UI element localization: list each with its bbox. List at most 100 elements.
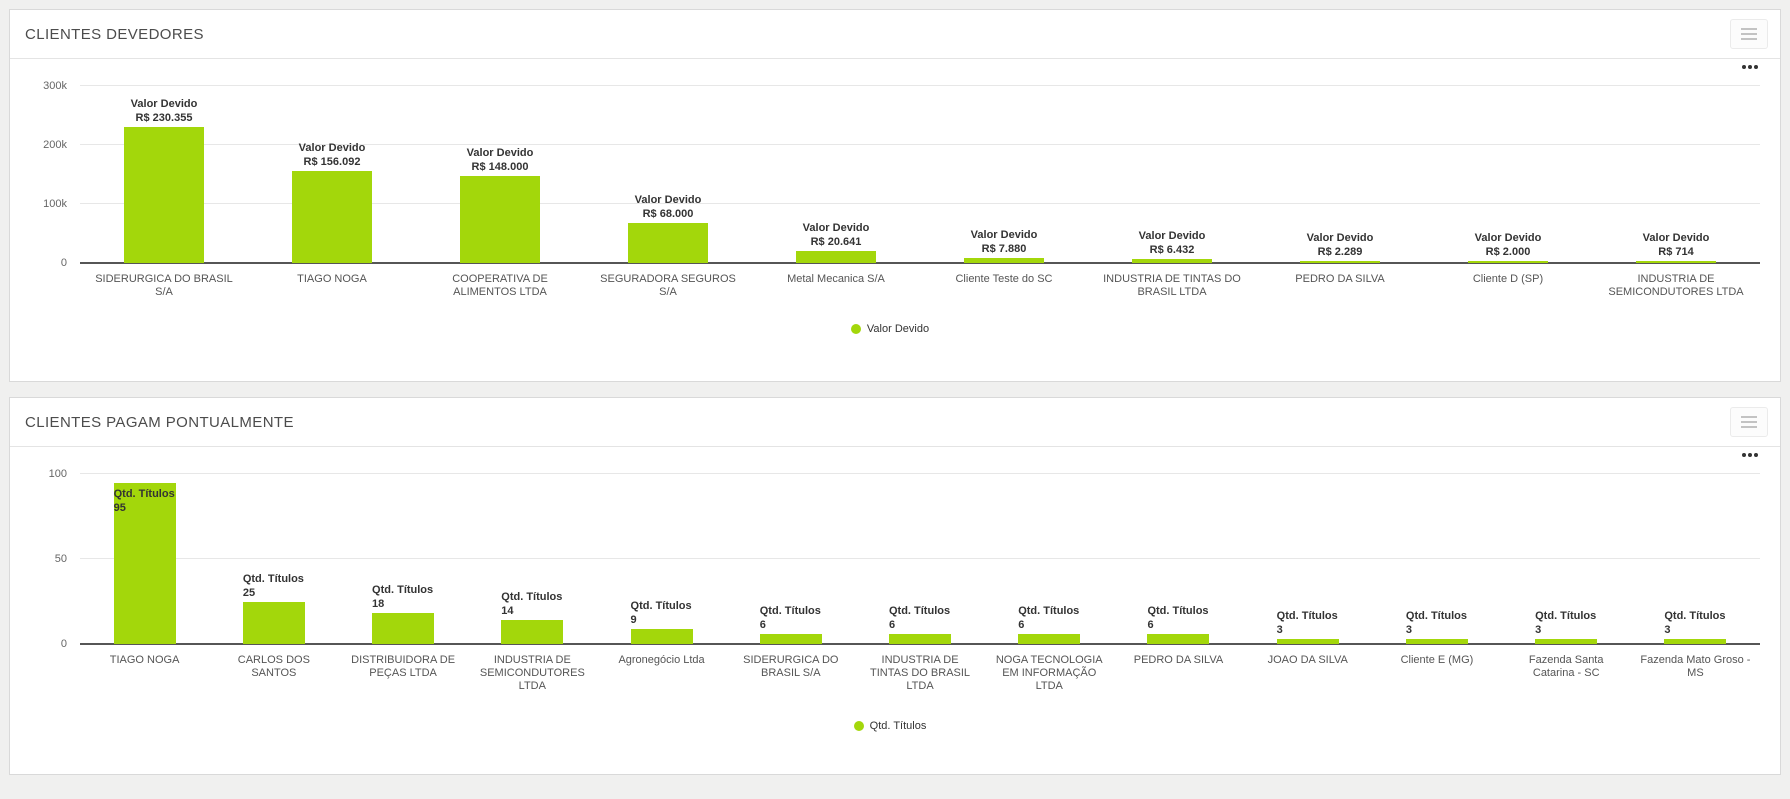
bar[interactable]: [123, 127, 205, 263]
plot-area: 0 100k 200k 300k Valor Devido R$ 230.355 Valor…: [43, 80, 1760, 269]
bar-value-label-value: R$ 2.000: [1485, 246, 1531, 258]
y-axis-tick-label: 100k: [43, 198, 67, 211]
bar-value-label-series: Qtd. Títulos: [759, 604, 821, 617]
bar[interactable]: [888, 633, 951, 644]
y-axis-tick-label: 200k: [43, 139, 67, 152]
bar[interactable]: [1467, 261, 1549, 263]
bar-value-label-value: R$ 6.432: [1149, 244, 1195, 257]
bar-value-label-value: R$ 68.000: [642, 207, 694, 220]
bar[interactable]: [1276, 638, 1339, 644]
bar-value-label-series: Valor Devido: [466, 146, 534, 159]
x-axis-category-label: INDUSTRIA DE TINTAS DO BRASIL LTDA: [870, 654, 971, 692]
bar-value-label-value: 9: [630, 613, 637, 626]
panel-title: CLIENTES PAGAM PONTUALMENTE: [25, 413, 294, 431]
bar-value-label-series: Valor Devido: [802, 221, 870, 234]
bar-value-label-series: Qtd. Títulos: [1664, 609, 1726, 622]
plot-area: 0 50 100 Qtd. Títulos 95 Qtd. Títulos 25 Qtd. T…: [49, 468, 1760, 650]
x-axis-labels: SIDERURGICA DO BRASIL S/A TIAGO NOGA COOPE…: [80, 273, 1760, 315]
bar[interactable]: [1018, 633, 1081, 644]
bar-value-label: Valor Devido R$ 6.432: [1139, 229, 1206, 257]
legend-marker-icon: [850, 324, 861, 334]
bar-value-label-series: Qtd. Títulos: [1405, 609, 1468, 622]
bar-value-label: Valor Devido R$ 2.000: [1475, 231, 1542, 259]
bar-value-label-value: 3: [1405, 623, 1413, 636]
x-axis-category-label: SEGURADORA SEGUROS S/A: [600, 273, 736, 298]
bar[interactable]: [1664, 638, 1727, 644]
gridline: [80, 558, 1760, 559]
bar[interactable]: [1299, 261, 1381, 263]
x-axis-category-label: JOAO DA SILVA: [1267, 654, 1348, 666]
chart-menu-button[interactable]: [1730, 19, 1768, 49]
bar[interactable]: [372, 613, 435, 644]
x-axis-category-label: Cliente E (MG): [1400, 654, 1474, 666]
bar-value-label: Qtd. Títulos 14: [501, 590, 562, 618]
context-menu-button[interactable]: [1740, 451, 1760, 459]
x-axis-category-label: SIDERURGICA DO BRASIL S/A: [743, 654, 839, 679]
legend-item[interactable]: Qtd. Títulos: [853, 720, 926, 732]
bar[interactable]: [1131, 259, 1213, 263]
bar-value-label: Qtd. Títulos 18: [372, 583, 433, 611]
chart-menu-button[interactable]: [1730, 407, 1768, 437]
bar[interactable]: [963, 258, 1045, 263]
bar[interactable]: [630, 628, 693, 644]
x-axis-line: [80, 262, 1760, 264]
x-axis-category-label: COOPERATIVA DE ALIMENTOS LTDA: [452, 273, 548, 298]
bar-value-label-series: Qtd. Títulos: [501, 591, 563, 604]
bar-value-label-value: 18: [372, 598, 385, 611]
chart-legend: Qtd. Títulos: [10, 720, 1770, 732]
bar[interactable]: [459, 175, 541, 263]
y-axis-tick-label: 300k: [43, 80, 67, 92]
legend-item[interactable]: Valor Devido: [850, 323, 929, 335]
bar-value-label-value: 3: [1276, 623, 1283, 636]
x-axis-category-label: TIAGO NOGA: [109, 654, 180, 666]
x-axis-category-label: INDUSTRIA DE TINTAS DO BRASIL LTDA: [1103, 273, 1241, 298]
x-axis-category-label: INDUSTRIA DE SEMICONDUTORES LTDA: [479, 654, 585, 692]
bar-value-label-series: Qtd. Títulos: [1276, 609, 1338, 622]
bar-value-label: Qtd. Títulos 3: [1406, 609, 1467, 637]
x-axis-category-label: Fazenda Mato Groso - MS: [1640, 654, 1751, 679]
bar-value-label: Valor Devido R$ 230.355: [131, 97, 198, 125]
bar[interactable]: [759, 633, 822, 644]
bar-value-label: Valor Devido R$ 20.641: [803, 221, 870, 249]
bar[interactable]: [1147, 633, 1210, 644]
bar[interactable]: [1635, 261, 1717, 263]
bar[interactable]: [501, 620, 564, 644]
x-axis-category-label: PEDRO DA SILVA: [1295, 273, 1385, 285]
panel-clientes-devedores: CLIENTES DEVEDORES 0 100k 200k 300k Valor De…: [9, 9, 1781, 382]
bar-chart-clientes-devedores: 0 100k 200k 300k Valor Devido R$ 230.355 Valor…: [10, 80, 1780, 335]
bar[interactable]: [242, 601, 305, 644]
bar-value-label-value: R$ 156.092: [303, 155, 361, 168]
x-axis-category-label: INDUSTRIA DE SEMICONDUTORES LTDA: [1608, 273, 1744, 298]
bar-value-label-series: Qtd. Títulos: [113, 487, 175, 500]
bar[interactable]: [113, 482, 176, 644]
context-menu-button[interactable]: [1740, 63, 1760, 71]
x-axis-line: [80, 643, 1760, 645]
x-axis-category-label: Cliente Teste do SC: [955, 273, 1053, 285]
bar-value-label: Valor Devido R$ 148.000: [467, 146, 534, 174]
bar-value-label-series: Qtd. Títulos: [1018, 604, 1080, 617]
bar[interactable]: [291, 170, 373, 263]
bar[interactable]: [795, 250, 877, 263]
panel-title: CLIENTES DEVEDORES: [25, 25, 204, 43]
bar-value-label-series: Valor Devido: [1474, 232, 1542, 244]
bar-value-label-series: Valor Devido: [298, 141, 366, 154]
chart-legend: Valor Devido: [10, 323, 1770, 335]
x-axis-category-label: TIAGO NOGA: [297, 273, 367, 285]
bar-value-label: Qtd. Títulos 3: [1277, 609, 1338, 637]
bar[interactable]: [1535, 638, 1598, 644]
gridline: [80, 144, 1760, 145]
y-axis-tick-label: 100: [48, 468, 67, 480]
bar-value-label-value: 3: [1535, 623, 1542, 636]
x-axis-category-label: DISTRIBUIDORA DE PEÇAS LTDA: [351, 654, 456, 679]
bar-value-label: Qtd. Títulos 6: [889, 604, 950, 632]
bar[interactable]: [1405, 638, 1468, 644]
bar-value-label-series: Qtd. Títulos: [630, 599, 692, 612]
bar-value-label: Qtd. Títulos 3: [1664, 609, 1725, 637]
bar[interactable]: [627, 222, 709, 263]
bar-value-label-value: R$ 714: [1658, 246, 1694, 258]
panel-clientes-pagam-pontualmente: CLIENTES PAGAM PONTUALMENTE 0 50 100 Qtd. T…: [9, 397, 1781, 775]
bar-value-label-series: Valor Devido: [1306, 232, 1374, 244]
bar-value-label: Valor Devido R$ 2.289: [1307, 231, 1374, 259]
bar-value-label-series: Qtd. Títulos: [242, 572, 304, 585]
bar-value-label: Qtd. Títulos 95: [114, 487, 175, 515]
